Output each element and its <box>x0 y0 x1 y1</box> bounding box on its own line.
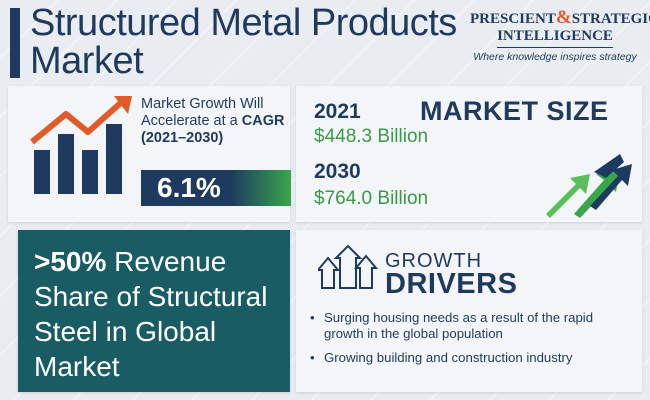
growth-description: Market Growth Will Accelerate at a CAGR … <box>141 96 291 147</box>
arrow-navy-1 <box>590 164 632 210</box>
chart-bar-1 <box>34 150 50 194</box>
chart-bar-4 <box>106 124 122 194</box>
company-logo[interactable]: PRESCIENT&STRATEGIC INTELLIGENCE Where k… <box>470 7 650 63</box>
arrow-green-2 <box>574 168 620 218</box>
chart-bar-2 <box>58 134 74 194</box>
logo-word-intelligence: INTELLIGENCE <box>497 28 613 48</box>
drivers-title-line1: GROWTH <box>385 250 483 272</box>
up-arrow-3 <box>353 254 379 289</box>
rising-bar-chart-icon <box>30 96 132 194</box>
drivers-title-line2: DRIVERS <box>385 268 518 300</box>
value-2030: $764.0 Billion <box>314 188 429 209</box>
trend-arrowhead <box>114 96 132 114</box>
logo-word-prescient: PRESCIENT <box>470 11 556 27</box>
up-arrows-icon <box>318 244 379 289</box>
logo-tagline: Where knowledge inspires strategy <box>473 51 637 63</box>
trend-line <box>30 97 126 145</box>
arrow-navy-2 <box>594 154 624 178</box>
value-2021: $448.3 Billion <box>314 126 429 147</box>
revenue-share-statement: >50% Revenue Share of Structural Steel i… <box>34 244 284 384</box>
year-2030: 2030 <box>314 160 361 183</box>
title-accent-bar <box>10 8 20 78</box>
market-size-panel <box>296 86 642 222</box>
up-arrow-2 <box>333 244 363 289</box>
cagr-label: CAGR <box>241 113 285 129</box>
logo-word-strategic: STRATEGIC <box>571 11 650 27</box>
year-2021: 2021 <box>314 100 361 123</box>
logo-line1: PRESCIENT&STRATEGIC <box>470 7 650 28</box>
page-title: Structured Metal Products Market <box>30 2 457 82</box>
up-arrow-1 <box>318 256 341 289</box>
share-percentage: >50% <box>34 246 107 277</box>
cagr-period: (2021–2030) <box>141 130 224 146</box>
rising-arrows-icon <box>546 154 632 218</box>
cagr-value: 6.1% <box>141 170 291 206</box>
driver-item: Growing building and construction indust… <box>306 350 636 366</box>
logo-ampersand: & <box>555 7 572 28</box>
share-panel <box>18 230 290 392</box>
growth-text: Market Growth Will Accelerate at a <box>141 96 264 129</box>
drivers-list: Surging housing needs as a result of the… <box>306 310 636 374</box>
share-text: Revenue Share of Structural Steel in Glo… <box>34 246 268 382</box>
market-size-title: MARKET SIZE <box>420 96 609 126</box>
driver-item: Surging housing needs as a result of the… <box>306 310 636 342</box>
arrow-green-1 <box>546 174 590 218</box>
chart-bar-3 <box>82 150 98 194</box>
